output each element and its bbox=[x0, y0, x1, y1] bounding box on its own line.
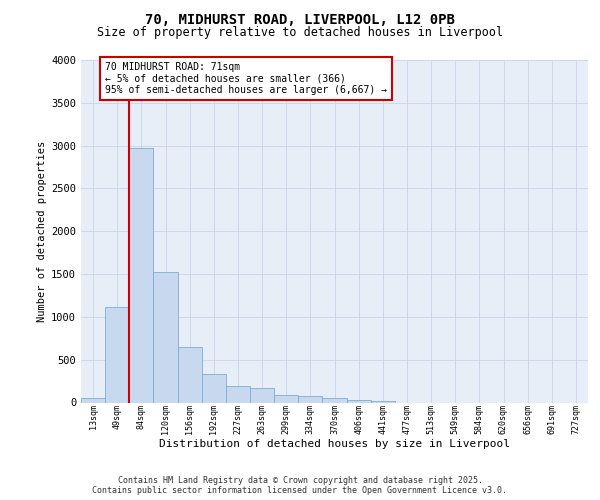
Bar bbox=[202, 374, 226, 402]
Text: 70 MIDHURST ROAD: 71sqm
← 5% of detached houses are smaller (366)
95% of semi-de: 70 MIDHURST ROAD: 71sqm ← 5% of detached… bbox=[105, 62, 387, 95]
Bar bbox=[298, 396, 322, 402]
Text: Contains HM Land Registry data © Crown copyright and database right 2025.
Contai: Contains HM Land Registry data © Crown c… bbox=[92, 476, 508, 495]
Bar bbox=[371, 401, 395, 402]
Bar bbox=[322, 398, 347, 402]
X-axis label: Distribution of detached houses by size in Liverpool: Distribution of detached houses by size … bbox=[159, 440, 510, 450]
Bar bbox=[154, 272, 178, 402]
Y-axis label: Number of detached properties: Number of detached properties bbox=[37, 140, 47, 322]
Text: Size of property relative to detached houses in Liverpool: Size of property relative to detached ho… bbox=[97, 26, 503, 39]
Bar bbox=[347, 400, 371, 402]
Bar bbox=[226, 386, 250, 402]
Bar bbox=[178, 347, 202, 403]
Bar bbox=[129, 148, 154, 403]
Text: 70, MIDHURST ROAD, LIVERPOOL, L12 0PB: 70, MIDHURST ROAD, LIVERPOOL, L12 0PB bbox=[145, 12, 455, 26]
Bar bbox=[81, 398, 105, 402]
Bar bbox=[274, 395, 298, 402]
Bar bbox=[105, 308, 129, 402]
Bar bbox=[250, 388, 274, 402]
